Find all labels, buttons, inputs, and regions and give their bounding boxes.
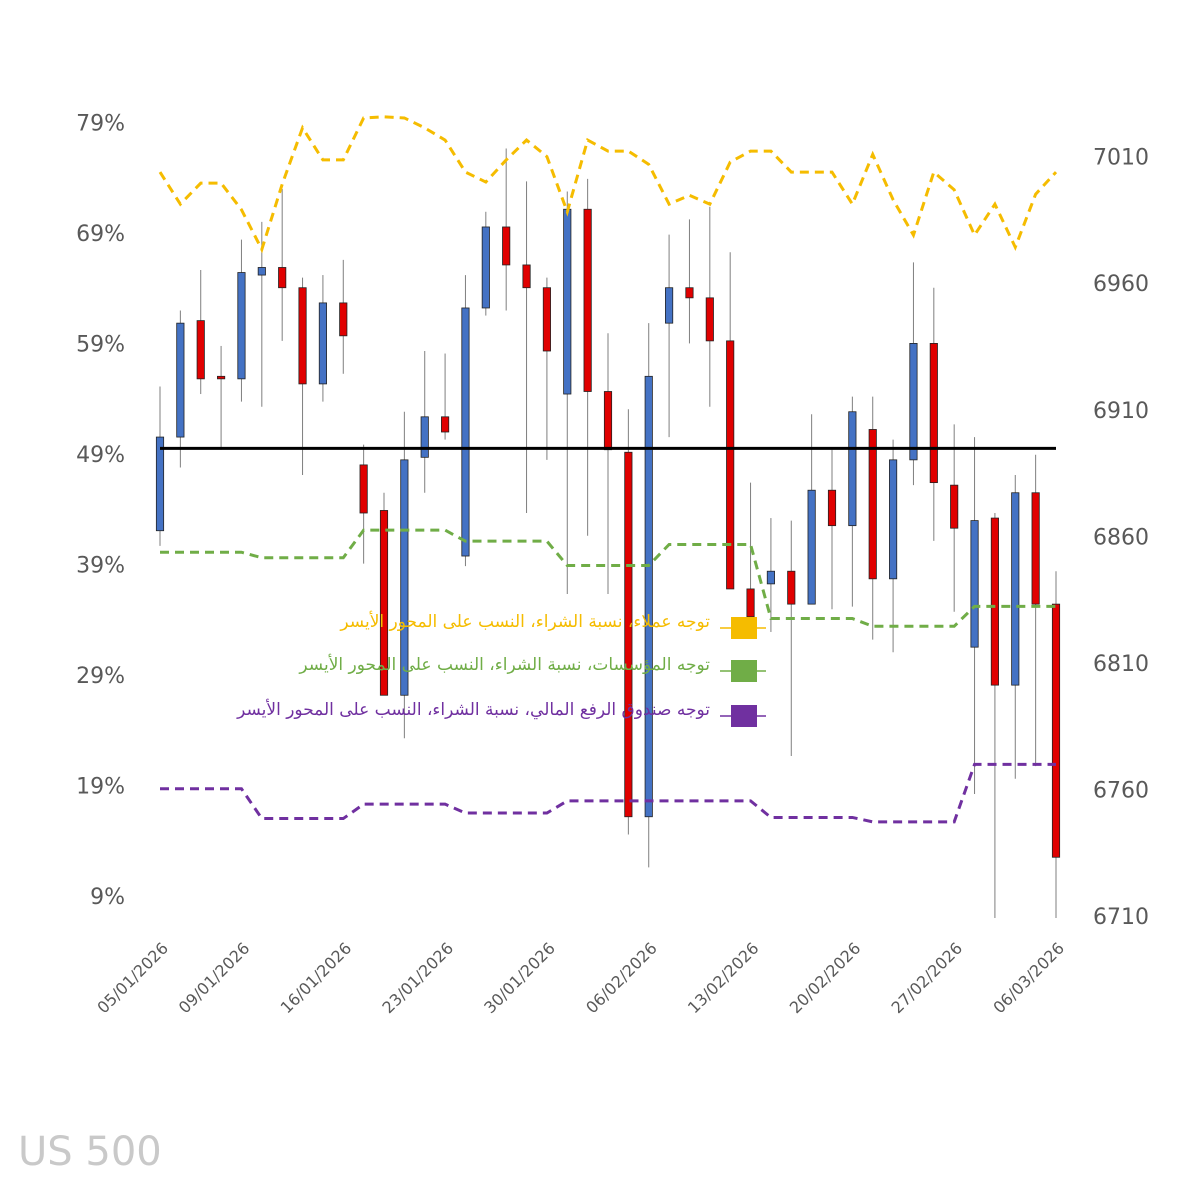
candle-body [909,343,918,461]
candle-body [542,287,551,352]
candle-body [1031,492,1040,605]
candle-body [1011,492,1020,686]
candle-body [746,588,755,618]
candle-body [848,411,857,527]
candle-body [155,436,165,532]
candle-body [603,391,613,451]
watermark: US 500 [18,1129,162,1175]
candle-body [420,416,429,458]
legend-swatch [731,660,757,682]
candle-body [196,320,205,380]
candle-body [787,570,796,605]
y2-tick-label: 6960 [1093,272,1149,297]
candle-body [1051,603,1061,858]
candle-body [970,520,979,648]
x-tick-label: 27/02/2026 [888,939,967,1018]
y2-tick-label: 6710 [1093,905,1149,930]
x-tick-label: 13/02/2026 [684,939,763,1018]
candle-body [889,459,898,580]
legend-swatch [731,617,757,639]
candle-body [400,459,409,696]
line-series [160,762,1056,824]
candle-body [766,570,775,585]
candle-body [644,375,653,818]
candle-body [950,484,959,529]
candle-body [929,343,938,484]
candle-body [318,302,327,385]
y-tick-label: 49% [76,443,125,468]
candle-body [257,267,266,276]
candle-body [583,208,592,392]
x-tick-label: 16/01/2026 [277,939,356,1018]
y-tick-label: 59% [76,333,125,358]
candle-body [990,517,999,686]
candle-body [176,322,185,438]
candle-body [726,340,735,590]
y-tick-label: 29% [76,664,125,689]
candle-body [502,226,511,266]
x-tick-label: 23/01/2026 [378,939,457,1018]
y2-tick-label: 6810 [1093,652,1149,677]
y-tick-label: 39% [76,554,125,579]
candle-body [807,489,816,605]
candle-body [441,416,450,433]
candle-body [339,302,348,337]
x-tick-label: 06/03/2026 [989,939,1068,1018]
candle-body [522,264,531,289]
y-tick-label: 69% [76,222,125,247]
y-tick-label: 19% [76,775,125,800]
y-tick-label: 79% [76,112,125,137]
candle-body [237,272,246,380]
candle-body [217,375,226,380]
candle-body [278,267,287,289]
x-tick-label: 20/02/2026 [786,939,865,1018]
y2-tick-label: 6860 [1093,525,1149,550]
candle-body [298,287,307,385]
y2-tick-label: 7010 [1093,146,1149,171]
legend-label: توجه المؤسسات، نسبة الشراء، النسب على ال… [298,654,710,675]
candle-body [868,429,877,580]
candle-body [624,451,633,818]
x-tick-label: 30/01/2026 [480,939,559,1018]
candle-body [665,287,674,324]
line-series [158,115,1058,254]
y-tick-label: 9% [90,885,125,910]
candle-body [563,208,572,395]
legend-label: توجه عملاء، نسبة الشراء، النسب على المحو… [339,611,710,632]
legend-label: توجه صندوق الرفع المالي، نسبة الشراء، ال… [236,699,710,720]
y2-tick-label: 6760 [1093,778,1149,803]
legend-swatch [731,705,757,727]
candle-body [359,464,368,514]
candle-body [461,307,470,557]
candle-body [379,510,389,696]
candle-body [685,287,694,299]
candle-body [827,489,837,527]
candle-body [481,226,490,309]
line-series [160,528,1056,628]
y2-tick-label: 6910 [1093,399,1149,424]
x-tick-label: 05/01/2026 [93,939,172,1018]
x-tick-label: 06/02/2026 [582,939,661,1018]
x-tick-label: 09/01/2026 [175,939,254,1018]
candle-body [705,297,714,342]
